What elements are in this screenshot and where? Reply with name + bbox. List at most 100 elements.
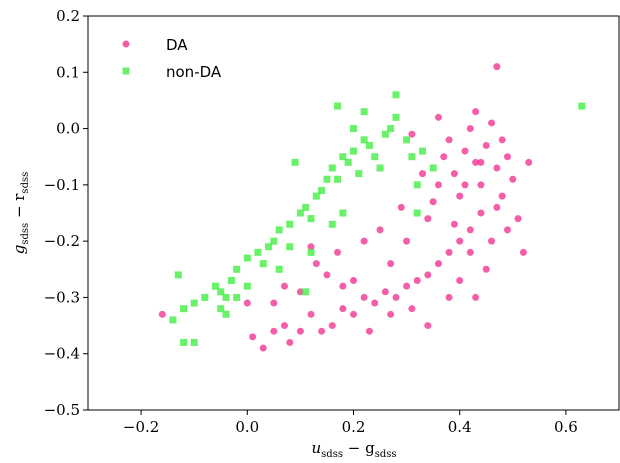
point [472,108,480,116]
point [503,153,511,161]
point [360,293,368,301]
x-tick-label: 0.6 [554,418,578,436]
y-axis-label: gsdss − rsdss [10,172,31,254]
point [424,215,432,223]
point [397,203,405,211]
point [350,125,357,133]
point [350,147,357,155]
x-tick-label: 0.0 [235,418,259,436]
point [525,158,533,166]
point [286,338,294,346]
point [190,338,198,346]
point [217,305,225,313]
point [456,237,464,245]
point [328,322,336,330]
point [403,136,411,144]
y-tick-label: 0.1 [56,63,80,81]
y-label-part: − r [10,193,28,223]
point [328,220,336,228]
point [387,260,395,268]
point [270,327,278,335]
point [339,209,347,217]
point [456,192,464,200]
point [429,198,437,206]
point [413,209,421,217]
point [387,125,395,133]
point [578,102,586,110]
point [243,299,251,307]
point [328,164,336,172]
point [498,136,506,144]
x-tick-label: 0.2 [342,418,366,436]
point [519,248,527,256]
y-tick-label: 0.0 [56,120,80,138]
point [360,237,368,245]
point [371,153,379,161]
point [365,327,373,335]
point [201,293,209,301]
point [222,293,230,301]
point [280,282,288,290]
point [307,248,315,256]
point [381,288,389,296]
y-tick-label: −0.3 [44,288,80,306]
point [472,293,480,301]
point [174,271,182,279]
point [227,277,235,285]
plot-frame [87,15,620,411]
point [472,158,480,166]
point [222,310,230,318]
point [365,141,373,149]
point [493,63,501,71]
x-label-part: sdss [321,449,343,460]
point [477,209,485,217]
point [217,288,225,296]
point [243,282,251,290]
point [371,299,379,307]
y-label-part: sdss [20,223,31,245]
point [307,243,315,251]
point [429,164,437,172]
point [482,141,490,149]
point [312,192,320,200]
point [296,209,304,217]
point [376,164,384,172]
point [445,293,453,301]
point [180,305,188,313]
point [440,153,448,161]
point [408,130,416,138]
point [211,282,219,290]
point [280,322,288,330]
point [360,136,368,144]
point [413,181,421,189]
point [334,175,342,183]
x-label-part: u [312,439,322,457]
point [350,310,357,318]
point [169,316,177,324]
point [286,243,294,251]
legend-label: DA [166,36,188,54]
point [408,153,416,161]
point [270,299,278,307]
point [243,254,251,262]
point [302,203,310,211]
point [302,288,310,296]
point [482,265,490,273]
point [259,344,267,352]
point [158,310,166,318]
point [419,170,427,178]
point [488,237,496,245]
point [318,186,326,194]
point [498,192,506,200]
point [360,108,368,116]
point [392,91,400,99]
point [456,277,464,285]
point [334,102,342,110]
point [450,170,458,178]
point [424,322,432,330]
point [339,282,347,290]
point [466,248,474,256]
point [275,226,283,234]
point [466,226,474,234]
